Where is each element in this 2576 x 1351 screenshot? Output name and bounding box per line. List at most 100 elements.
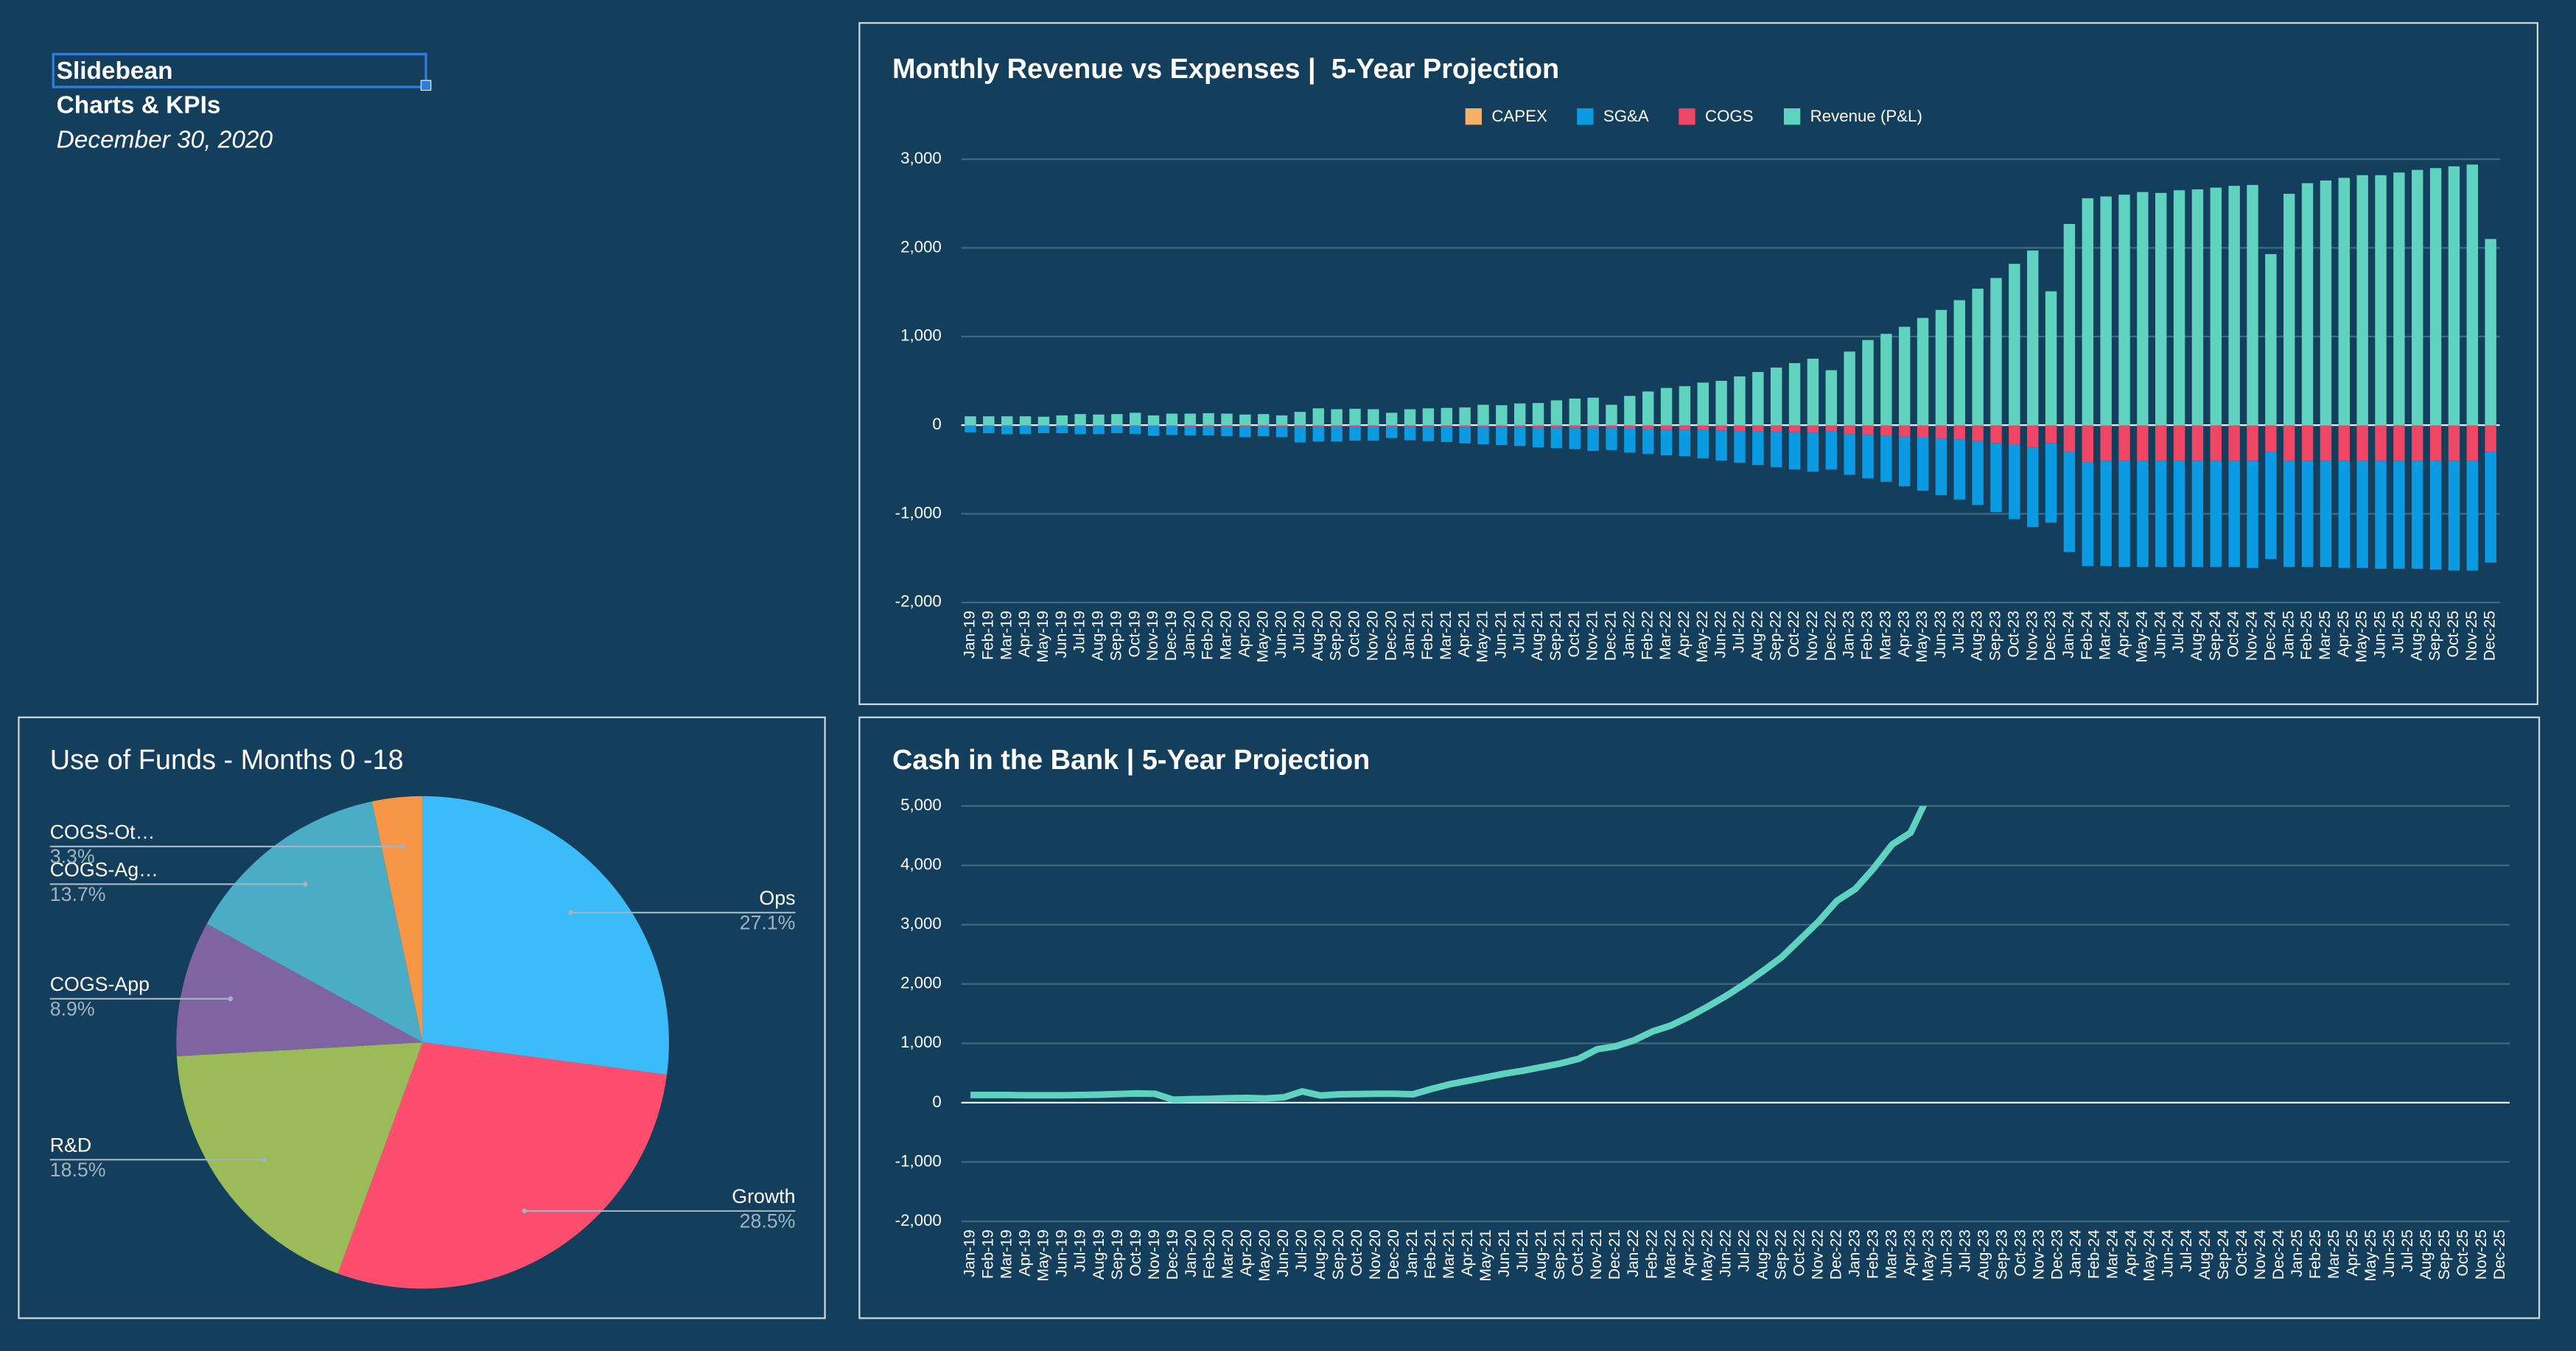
bar-segment: [1203, 426, 1214, 436]
x-tick-label: Oct-23: [2005, 611, 2022, 658]
slice-percent: 8.9%: [50, 998, 95, 1020]
x-tick-label: Mar-25: [2317, 611, 2334, 660]
x-tick-label: Jan-23: [1841, 611, 1858, 659]
leader-dot: [568, 910, 574, 916]
bar-segment: [1899, 425, 1911, 437]
x-tick-label: Jul-24: [2170, 611, 2187, 653]
bar-segment: [2210, 460, 2222, 567]
bar-segment: [1715, 425, 1727, 431]
bar-segment: [1001, 425, 1013, 427]
x-tick-label: Nov-20: [1367, 1229, 1384, 1280]
bar-segment: [1990, 443, 2002, 513]
bar-segment: [1715, 430, 1727, 461]
bar-segment: [2137, 192, 2149, 426]
bar-segment: [2027, 447, 2039, 527]
x-tick-label: Dec-23: [2049, 1229, 2066, 1280]
bar-segment: [2301, 183, 2314, 426]
bar-segment: [1550, 425, 1563, 428]
x-tick-label: Sep-25: [2436, 1229, 2453, 1280]
pie-slice: [422, 796, 669, 1075]
bar-segment: [1441, 407, 1452, 426]
x-tick-label: Dec-19: [1164, 1229, 1181, 1280]
bar-segment: [2137, 425, 2149, 461]
bar-segment: [1788, 425, 1801, 432]
bar-panel: [858, 22, 2538, 706]
bar-segment: [1404, 427, 1416, 441]
x-tick-label: Aug-24: [2188, 611, 2205, 661]
x-tick-label: Apr-24: [2123, 1229, 2140, 1277]
bar-segment: [1624, 428, 1636, 453]
bar-segment: [2356, 175, 2368, 426]
x-tick-label: Mar-21: [1441, 1229, 1457, 1279]
bar-segment: [1166, 426, 1178, 435]
bar-segment: [2100, 425, 2112, 461]
bar-segment: [1953, 439, 1965, 500]
bar-segment: [1331, 425, 1343, 427]
bar-segment: [2155, 460, 2167, 567]
x-tick-label: Sep-19: [1109, 1229, 1126, 1280]
bar-segment: [1496, 427, 1508, 446]
pie-slice: [176, 924, 423, 1056]
bar-segment: [1037, 416, 1050, 426]
bar-segment: [2301, 460, 2314, 567]
bar-segment: [1624, 396, 1636, 426]
bar-segment: [2375, 425, 2387, 461]
x-tick-label: Dec-24: [2261, 611, 2278, 661]
bar-segment: [1862, 435, 1874, 479]
x-tick-label: May-19: [1035, 611, 1051, 663]
bar-segment: [1221, 413, 1233, 426]
x-tick-label: Dec-21: [1606, 1229, 1623, 1280]
x-tick-label: Jun-20: [1275, 1229, 1292, 1277]
bar-segment: [1899, 436, 1911, 487]
y-tick-label: 5,000: [900, 796, 942, 814]
x-tick-label: May-23: [1920, 1229, 1937, 1282]
bar-segment: [1184, 413, 1196, 426]
bar-segment: [2283, 425, 2295, 461]
x-tick-label: May-24: [2133, 611, 2150, 663]
x-tick-label: Feb-23: [1859, 611, 1876, 660]
x-tick-label: Sep-23: [1987, 611, 2004, 661]
bar-segment: [1752, 431, 1764, 466]
x-tick-label: Jun-21: [1492, 611, 1509, 659]
bar-segment: [1642, 429, 1654, 455]
x-tick-label: Apr-22: [1676, 611, 1693, 658]
selection-box[interactable]: [52, 52, 427, 88]
bar-segment: [1752, 425, 1764, 432]
bar-segment: [1184, 425, 1196, 427]
x-tick-label: May-19: [1035, 1229, 1052, 1282]
leader-dot: [399, 843, 405, 849]
x-tick-label: Nov-22: [1804, 611, 1821, 661]
bar-segment: [2191, 460, 2204, 567]
bar-segment: [1550, 427, 1563, 449]
bar-segment: [2265, 452, 2277, 559]
bar-segment: [1990, 278, 2002, 426]
x-tick-label: Feb-24: [2079, 611, 2096, 660]
bar-segment: [1477, 425, 1489, 428]
bar-segment: [2137, 460, 2149, 567]
x-tick-label: Nov-21: [1584, 611, 1601, 661]
bar-segment: [2009, 264, 2020, 426]
bar-segment: [983, 425, 995, 427]
x-tick-label: Sep-21: [1547, 611, 1564, 661]
x-tick-label: Feb-22: [1639, 611, 1656, 660]
x-tick-label: Jan-20: [1183, 1229, 1200, 1277]
bar-segment: [2283, 194, 2295, 426]
x-tick-label: Nov-23: [2031, 1229, 2048, 1280]
bar-segment: [1093, 426, 1105, 435]
x-tick-label: Feb-21: [1422, 1229, 1439, 1279]
x-tick-label: Feb-19: [980, 1229, 997, 1279]
x-tick-label: Mar-25: [2325, 1229, 2342, 1279]
bar-segment: [2356, 460, 2368, 568]
bar-segment: [1752, 371, 1764, 426]
x-tick-label: Jun-25: [2372, 611, 2389, 659]
x-tick-label: Apr-20: [1238, 1229, 1255, 1277]
bar-segment: [1862, 425, 1874, 435]
bar-segment: [1275, 426, 1288, 438]
selection-handle[interactable]: [420, 80, 432, 91]
slice-label: COGS-Ag…: [50, 858, 158, 880]
bar-segment: [1239, 414, 1251, 426]
x-tick-label: Dec-25: [2491, 1229, 2508, 1280]
bar-segment: [1660, 387, 1673, 426]
x-tick-label: Mar-19: [998, 1229, 1015, 1279]
x-tick-label: Dec-20: [1382, 611, 1399, 661]
